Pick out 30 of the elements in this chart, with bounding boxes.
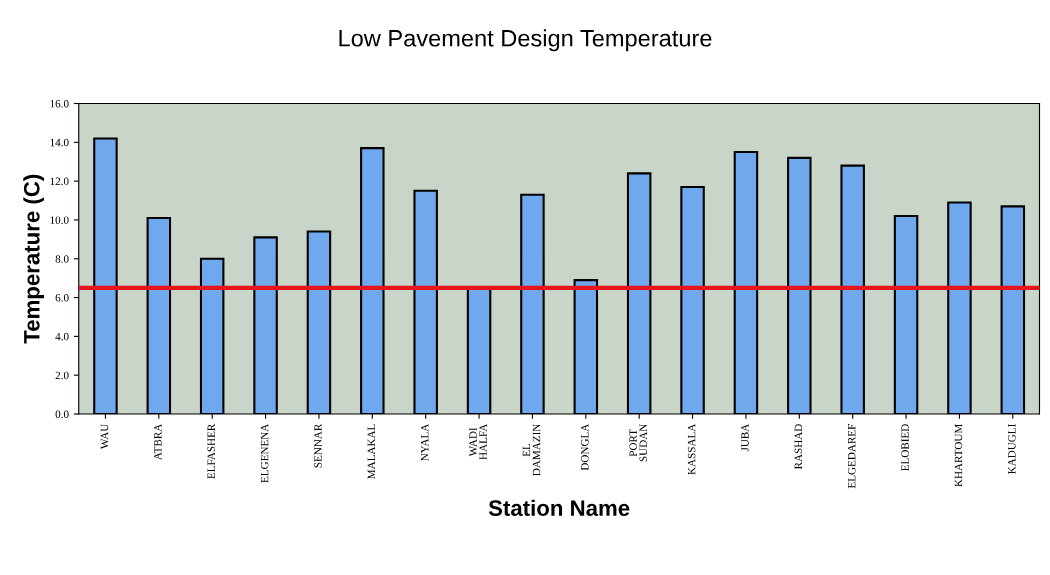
x-tick-label: PORT SUDAN (629, 423, 648, 462)
x-tick-label: SENNAR (314, 423, 322, 468)
y-tick-label: 4.0 (55, 332, 69, 341)
x-tick-label: ELOBIED (901, 424, 909, 471)
x-tick-label: DONGLA (581, 423, 589, 471)
x-axis-title: Station Name (488, 499, 630, 516)
y-tick-label: 6.0 (55, 294, 69, 302)
y-tick-label: 16.0 (50, 99, 69, 108)
x-tick-label: ELGENENA (260, 423, 269, 483)
x-tick-label: ELGEDAREF (848, 424, 856, 489)
x-tick-label: NYALA (421, 423, 429, 462)
x-tick-label: ELFASHER (207, 423, 215, 479)
x-tick-label: KADUGLI (1008, 424, 1016, 475)
y-tick-label: 0.0 (55, 410, 69, 419)
x-tick-label: KASSALA (687, 423, 696, 475)
y-axis-title: Temperature (C) (23, 174, 45, 344)
x-tick-label: WAU (100, 423, 109, 450)
x-tick-label: ATBRA (154, 423, 162, 461)
x-tick-label: MALAKAL (367, 424, 375, 479)
x-tick-label: WADI HALFA (469, 423, 487, 460)
x-tick-label: KHARTOUM (954, 424, 963, 487)
y-tick-label: 10.0 (50, 216, 69, 224)
chart-title: Low Pavement Design Temperature (339, 29, 712, 52)
x-tick-label: EL DAMAZIN (522, 423, 541, 476)
y-tick-label: 14.0 (50, 138, 69, 147)
x-tick-label: JUBA (741, 423, 749, 452)
y-tick-label: 2.0 (55, 371, 69, 380)
y-tick-label: 12.0 (50, 177, 69, 186)
y-tick-label: 8.0 (55, 255, 69, 263)
x-tick-label: RASHAD (794, 424, 803, 470)
